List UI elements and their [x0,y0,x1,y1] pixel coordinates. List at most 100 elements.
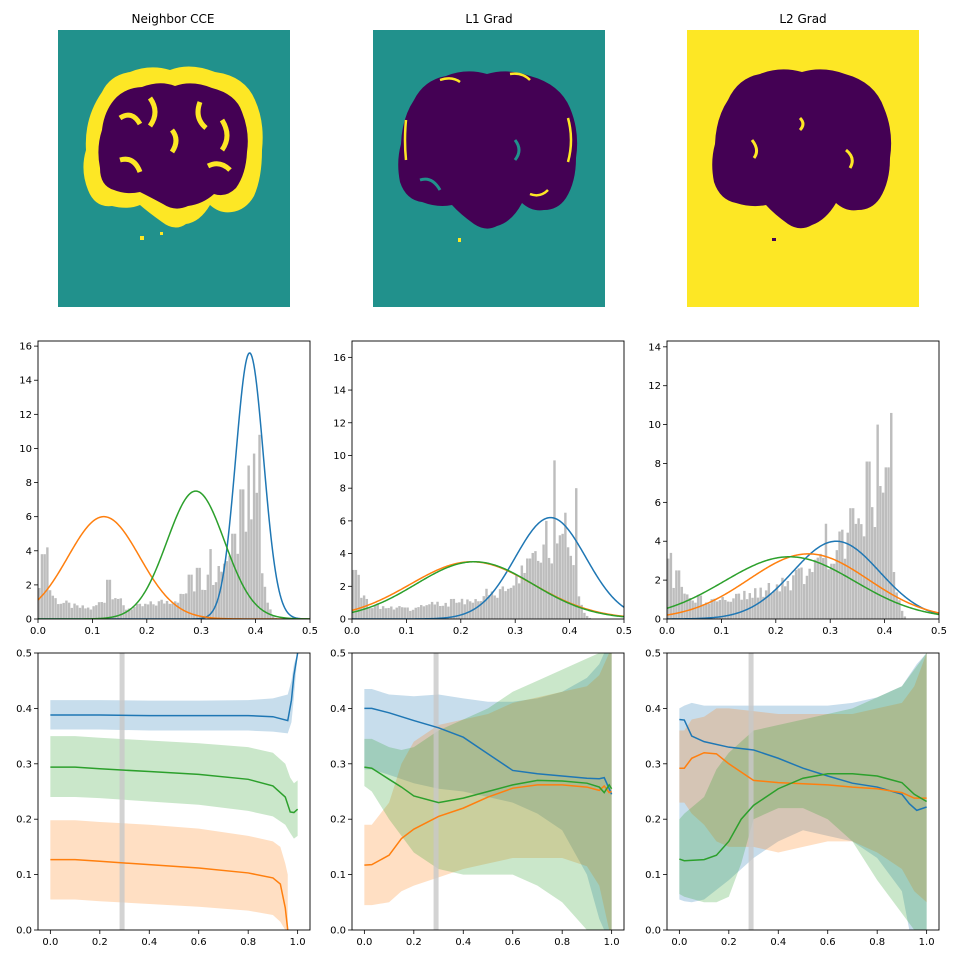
hist-bar [106,579,109,619]
hist-bar [862,536,866,619]
axes-frame [666,652,940,931]
x-tick-label: 0.4 [562,626,578,637]
series-line-blue [679,718,927,812]
hist-bar [449,598,453,619]
hist-bar [165,600,169,619]
y-tick-label: 10 [19,444,32,455]
y-tick-label: 4 [26,546,32,557]
hist-bar [133,606,136,619]
x-tick-label: 0.2 [721,937,737,948]
hist-bar [92,606,95,619]
hist-bar [111,599,114,619]
hist-bar [239,489,242,619]
y-tick-label: 10 [333,451,346,462]
y-tick-label: 6 [26,512,32,523]
hist-bar [108,579,112,619]
hist-bar [425,605,428,619]
hist-bar [78,607,82,619]
hist-bar [849,508,852,619]
hist-bar [160,599,163,619]
hist-bar [65,600,68,619]
hist-bar [542,544,545,619]
y-tick-label: 0.1 [16,870,32,881]
hist-bar [498,589,502,619]
y-tick-label: 0.4 [645,704,661,715]
title-l1-grad: L1 Grad [465,12,512,26]
y-tick-label: 12 [19,410,32,421]
hist-bar [406,607,409,619]
hist-bar [792,575,795,619]
hist-bar [195,567,199,619]
brain-interior [398,71,578,229]
hist-bar [214,582,218,619]
hist-bar [756,597,760,619]
hist-bar [583,612,586,619]
x-tick-label: 0.4 [248,626,264,637]
hist-bar [816,557,820,619]
histogram [38,434,278,619]
hist-bar [455,602,458,619]
plot-area [364,653,613,930]
hist-bar [171,603,174,619]
brain-interior [712,69,892,229]
y-tick-label: 12 [648,381,661,392]
hist-bar [436,601,439,619]
hist-bar [890,412,893,619]
hist-bar [266,602,269,619]
hist-bar [808,568,811,619]
hist-bar [895,592,898,619]
x-tick-label: 0.0 [671,937,687,948]
series-line-blue [364,707,613,795]
y-tick-label: 0.3 [645,759,661,770]
hist-bar [786,580,790,619]
x-tick-label: 0.0 [30,626,46,637]
hist-bar [379,608,382,619]
line-panel-1: 0.0 0.2 0.4 0.6 0.8 1.0 0.0 0.1 0.2 0.3 0.4 0.5 [16,649,311,948]
histogram [667,412,907,619]
hist-bar [447,606,450,619]
hist-bar [51,595,55,619]
hist-bar [381,606,385,619]
hist-bar [376,603,379,619]
hist-bar [764,590,768,619]
hist-bar [547,557,551,619]
gaussian-blue [38,352,310,619]
hist-bar [707,603,711,619]
hist-bar [797,568,800,619]
hist-bar [471,602,475,619]
hist-bar [751,597,754,619]
hist-bar [879,486,882,619]
hist-bar [390,606,393,619]
hist-bar [857,518,860,619]
hist-bar [860,524,863,619]
hist-bar [225,561,229,619]
image-panel-l1-grad [373,30,605,307]
hist-bar [545,520,548,619]
x-tick-label: 0.8 [554,937,570,948]
hist-bar [903,616,907,619]
x-tick-label: 0.8 [240,937,256,948]
hist-bar [86,607,90,619]
hist-bar [824,523,828,619]
y-tick-label: 0.5 [645,649,661,660]
hist-bar [832,563,836,619]
hist-bar [721,596,724,619]
hist-bar [754,588,757,619]
hist-bar [138,603,142,619]
hist-bar [881,492,885,619]
hist-bar [702,604,705,619]
hist-bar [127,608,131,619]
hist-bar [409,610,412,619]
gaussian-green [667,556,939,616]
hist-bar [371,608,374,619]
hist-bar [759,587,762,619]
speck [772,238,776,241]
hist-bar [553,460,556,619]
histogram [352,460,592,619]
x-tick-label: 0.2 [92,937,108,948]
hist-bar [152,604,155,619]
hist-bar [103,602,106,619]
y-tick-label: 0.0 [16,926,32,937]
hist-bar [360,597,363,619]
